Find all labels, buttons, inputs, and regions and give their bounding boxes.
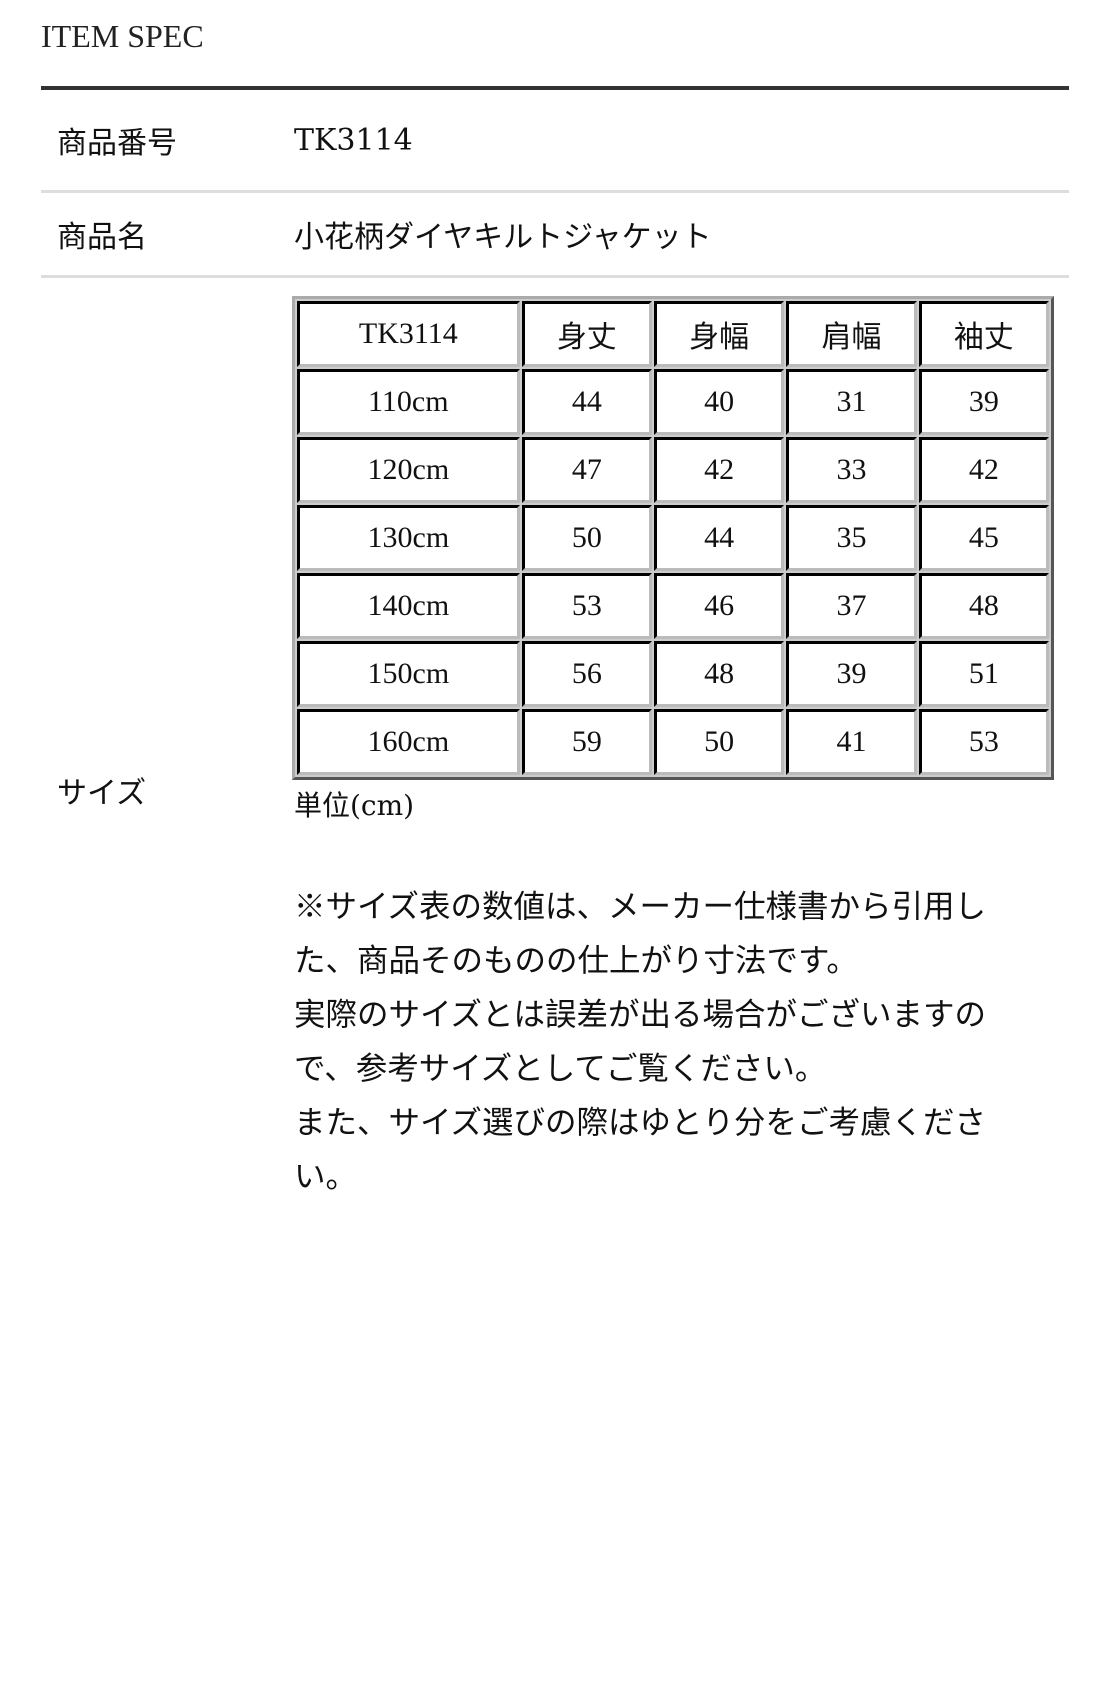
note-line: ※サイズ表の数値は、メーカー仕様書から引用した、商品そのものの仕上がり寸法です。 <box>294 880 1006 988</box>
size-header-cell: TK3114 <box>297 301 520 367</box>
size-cell: 44 <box>522 369 652 435</box>
spec-label: 商品番号 <box>41 90 293 192</box>
size-cell: 44 <box>654 505 784 571</box>
size-cell: 37 <box>786 573 916 639</box>
size-cell: 33 <box>786 437 916 503</box>
size-cell: 140cm <box>297 573 520 639</box>
size-cell: 42 <box>654 437 784 503</box>
item-spec-table: 商品番号 TK3114 商品名 小花柄ダイヤキルトジャケット サイズ TK311… <box>41 90 1069 1699</box>
size-cell: 46 <box>654 573 784 639</box>
size-cell: 51 <box>919 641 1049 707</box>
size-cell: 56 <box>522 641 652 707</box>
size-cell: 53 <box>522 573 652 639</box>
size-cell: 35 <box>786 505 916 571</box>
spec-value: TK3114 <box>293 90 1069 192</box>
size-cell: 39 <box>786 641 916 707</box>
note-line: また、サイズ選びの際はゆとり分をご考慮ください。 <box>294 1096 1006 1204</box>
unit-label: 単位(cm) <box>294 784 1068 824</box>
size-cell: 110cm <box>297 369 520 435</box>
size-cell: 160cm <box>297 709 520 775</box>
section-title: ITEM SPEC <box>41 18 204 55</box>
size-header-cell: 袖丈 <box>919 301 1049 367</box>
size-cell: 42 <box>919 437 1049 503</box>
size-cell: 40 <box>654 369 784 435</box>
size-cell: 130cm <box>297 505 520 571</box>
size-cell: 120cm <box>297 437 520 503</box>
size-cell: 59 <box>522 709 652 775</box>
size-cell: 39 <box>919 369 1049 435</box>
spec-value: 小花柄ダイヤキルトジャケット <box>293 192 1069 277</box>
size-cell: 41 <box>786 709 916 775</box>
size-cell: 53 <box>919 709 1049 775</box>
size-cell: 47 <box>522 437 652 503</box>
size-cell: 48 <box>919 573 1049 639</box>
note-line: 実際のサイズとは誤差が出る場合がございますので、参考サイズとしてご覧ください。 <box>294 988 1006 1096</box>
size-cell: 50 <box>654 709 784 775</box>
size-cell: 50 <box>522 505 652 571</box>
size-header-cell: 身丈 <box>522 301 652 367</box>
size-header-cell: 肩幅 <box>786 301 916 367</box>
size-cell: 31 <box>786 369 916 435</box>
spec-label: 商品名 <box>41 192 293 277</box>
spec-row-product-name: 商品名 小花柄ダイヤキルトジャケット <box>41 192 1069 277</box>
size-cell: 48 <box>654 641 784 707</box>
size-header-cell: 身幅 <box>654 301 784 367</box>
size-cell: 150cm <box>297 641 520 707</box>
spec-label: サイズ <box>41 277 293 1699</box>
spec-row-product-number: 商品番号 TK3114 <box>41 90 1069 192</box>
size-cell: 45 <box>919 505 1049 571</box>
size-notes: ※サイズ表の数値は、メーカー仕様書から引用した、商品そのものの仕上がり寸法です。… <box>294 880 1006 1204</box>
